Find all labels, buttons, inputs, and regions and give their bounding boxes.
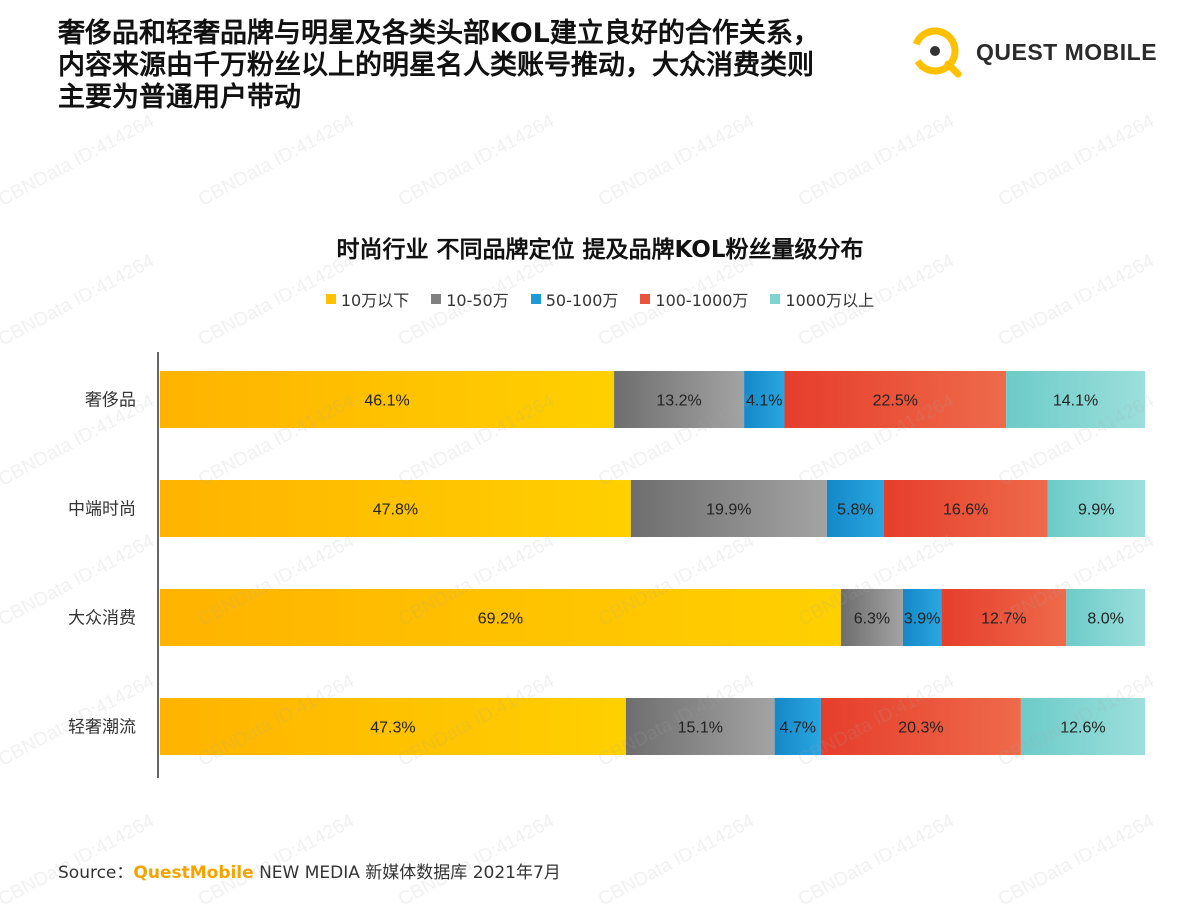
data-label: 14.1%	[1053, 393, 1098, 410]
source-prefix: Source：	[58, 863, 134, 883]
bar-segment	[1006, 371, 1145, 428]
category-label: 轻奢潮流	[68, 718, 136, 738]
legend-item: 50-100万	[530, 287, 619, 311]
bar-segment	[902, 589, 942, 646]
bar-segment	[826, 480, 884, 537]
data-label: 8.0%	[1087, 611, 1123, 628]
legend-swatch	[530, 294, 541, 304]
data-label: 9.9%	[1078, 502, 1114, 519]
quest-mobile-logo: QUEST MOBILE	[908, 20, 1157, 84]
legend-item: 10-50万	[431, 287, 509, 311]
chart-title: 时尚行业 不同品牌定位 提及品牌KOL粉丝量级分布	[336, 237, 864, 263]
legend-swatch	[640, 294, 651, 304]
data-label: 47.3%	[370, 720, 415, 737]
bar-segment	[1047, 480, 1145, 537]
bar-segment	[630, 480, 827, 537]
data-label: 12.7%	[981, 611, 1026, 628]
data-label: 69.2%	[478, 611, 523, 628]
chart-legend: 10万以下 10-50万 50-100万 100-1000万 1000万以上	[0, 287, 1200, 311]
data-label: 19.9%	[706, 502, 751, 519]
bar-segment	[160, 589, 841, 646]
category-label: 奢侈品	[85, 391, 136, 411]
bar-segment	[160, 698, 626, 755]
category-label: 大众消费	[68, 609, 136, 629]
bar-segment	[840, 589, 903, 646]
logo-text: QUEST MOBILE	[976, 38, 1158, 65]
source-brand: QuestMobile	[133, 863, 254, 883]
headline-line-2: 内容来源由千万粉丝以上的明星名人类账号推动，大众消费类则	[58, 50, 814, 81]
legend-item: 10万以下	[325, 287, 410, 311]
bar-segment	[1020, 698, 1145, 755]
data-label: 6.3%	[854, 611, 890, 628]
legend-item: 1000万以上	[770, 287, 874, 311]
data-label: 3.9%	[904, 611, 940, 628]
bar-segment	[883, 480, 1048, 537]
data-label: 47.8%	[373, 502, 418, 519]
bar-segment	[614, 371, 745, 428]
source-rest: NEW MEDIA 新媒体数据库 2021年7月	[253, 863, 561, 883]
headline-line-1: 奢侈品和轻奢品牌与明星及各类头部KOL建立良好的合作关系，	[58, 18, 820, 49]
category-label: 中端时尚	[68, 500, 136, 520]
data-label: 12.6%	[1060, 720, 1105, 737]
legend-label: 10-50万	[446, 291, 509, 310]
legend-swatch	[770, 294, 781, 304]
bar-segment	[1066, 589, 1145, 646]
data-label: 16.6%	[943, 502, 988, 519]
headline: 奢侈品和轻奢品牌与明星及各类头部KOL建立良好的合作关系， 内容来源由千万粉丝以…	[58, 18, 898, 114]
quest-mobile-logo-icon	[911, 27, 962, 78]
bar-segment	[160, 371, 615, 428]
data-label: 20.3%	[898, 720, 943, 737]
legend-label: 100-1000万	[655, 291, 749, 310]
data-label: 13.2%	[656, 393, 701, 410]
headline-line-3: 主要为普通用户带动	[58, 82, 301, 113]
data-label: 4.7%	[780, 720, 816, 737]
legend-label: 10万以下	[340, 291, 410, 310]
data-label: 5.8%	[837, 502, 873, 519]
data-label: 4.1%	[746, 393, 782, 410]
legend-label: 1000万以上	[785, 291, 875, 310]
bar-segment	[625, 698, 775, 755]
bar-segment	[160, 480, 631, 537]
data-label: 22.5%	[873, 393, 918, 410]
bar-segment	[941, 589, 1067, 646]
source-note: Source：QuestMobile NEW MEDIA 新媒体数据库 2021…	[58, 858, 561, 883]
bar-segment	[820, 698, 1021, 755]
data-label: 15.1%	[678, 720, 723, 737]
legend-swatch	[431, 294, 442, 304]
bar-segment	[784, 371, 1007, 428]
legend-item: 100-1000万	[640, 287, 748, 311]
legend-label: 50-100万	[545, 291, 619, 310]
data-label: 46.1%	[364, 393, 409, 410]
legend-swatch	[325, 294, 336, 304]
bar-segment	[774, 698, 821, 755]
bar-segment	[744, 371, 785, 428]
